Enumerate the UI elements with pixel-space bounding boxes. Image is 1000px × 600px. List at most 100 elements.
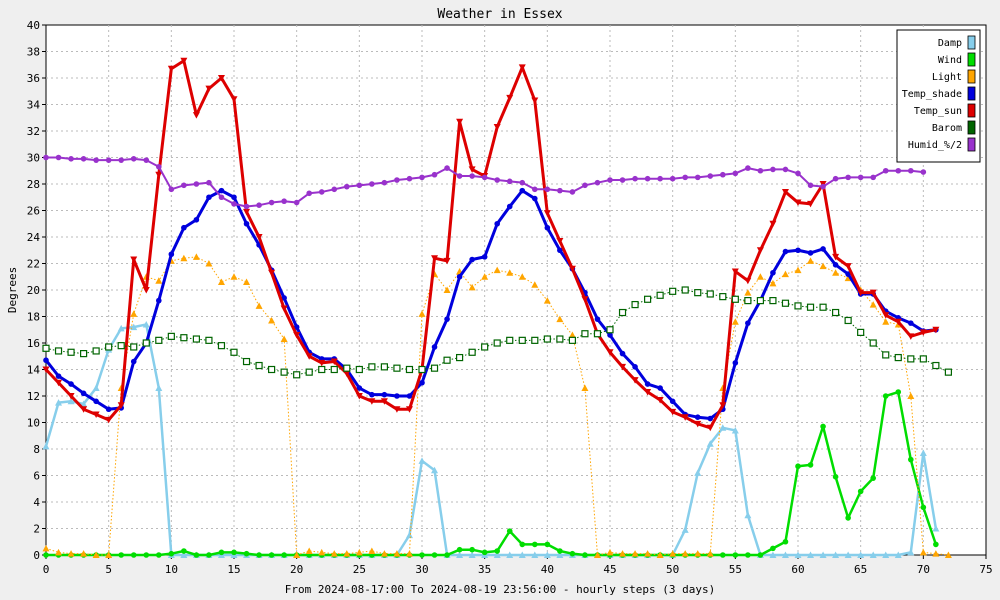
- data-point: [919, 329, 927, 336]
- data-point: [493, 339, 501, 347]
- data-point: [908, 456, 914, 463]
- data-point: [607, 177, 613, 183]
- data-point: [80, 550, 88, 557]
- y-tick-label: 2: [33, 523, 40, 536]
- data-point: [92, 347, 100, 355]
- data-point: [156, 163, 162, 170]
- data-point: [756, 297, 765, 305]
- data-point: [706, 550, 714, 557]
- data-point: [369, 391, 375, 398]
- y-tick-label: 14: [27, 364, 41, 377]
- data-point: [380, 550, 388, 557]
- data-point: [393, 406, 401, 413]
- y-tick-label: 30: [27, 152, 40, 165]
- x-tick-label: 55: [729, 563, 742, 576]
- data-point: [807, 182, 814, 189]
- data-point: [782, 248, 789, 255]
- data-point: [618, 308, 627, 317]
- data-point: [444, 165, 450, 171]
- y-tick-label: 26: [27, 205, 40, 218]
- data-point: [907, 355, 915, 363]
- data-point: [356, 385, 363, 391]
- data-point: [632, 175, 638, 182]
- data-point: [919, 548, 927, 556]
- data-point: [882, 318, 890, 325]
- data-point: [531, 281, 539, 288]
- data-point: [669, 550, 677, 557]
- data-point: [607, 332, 613, 338]
- data-point: [306, 190, 313, 197]
- data-point: [180, 334, 188, 342]
- data-point: [130, 552, 137, 558]
- data-point: [806, 303, 815, 311]
- x-tick-label: 40: [541, 563, 554, 576]
- data-point: [518, 64, 526, 71]
- data-point: [418, 310, 426, 317]
- data-point: [118, 552, 124, 558]
- data-point: [681, 414, 689, 421]
- data-point: [770, 269, 776, 276]
- data-point: [268, 269, 276, 277]
- data-point: [105, 416, 113, 424]
- data-point: [745, 552, 751, 558]
- x-tick-label: 75: [979, 563, 992, 576]
- data-point: [494, 548, 501, 554]
- data-point: [807, 200, 815, 208]
- data-point: [380, 398, 388, 405]
- data-point: [669, 398, 676, 405]
- data-point: [293, 324, 300, 330]
- y-tick-label: 40: [27, 19, 40, 32]
- data-point: [519, 187, 526, 194]
- data-point: [882, 393, 889, 399]
- data-point: [293, 371, 301, 379]
- data-point: [719, 424, 727, 431]
- data-point: [644, 550, 652, 557]
- data-point: [795, 247, 801, 254]
- data-point: [456, 353, 464, 362]
- data-point: [230, 273, 238, 280]
- data-point: [168, 251, 175, 258]
- data-point: [568, 331, 576, 339]
- data-point: [694, 420, 702, 428]
- data-point: [745, 320, 751, 326]
- data-point: [156, 297, 162, 304]
- data-point: [556, 551, 564, 558]
- data-point: [532, 195, 538, 202]
- data-point: [80, 156, 87, 162]
- data-point: [469, 546, 475, 553]
- data-point: [543, 297, 551, 304]
- series-group: [42, 57, 953, 558]
- data-point: [606, 548, 614, 556]
- x-tick-label: 60: [791, 563, 804, 576]
- data-point: [493, 551, 501, 558]
- data-point: [469, 256, 475, 263]
- data-point: [293, 551, 301, 558]
- series-temp-sun: [42, 57, 940, 432]
- data-point: [55, 379, 63, 387]
- data-point: [419, 379, 425, 386]
- data-point: [857, 289, 865, 297]
- data-point: [569, 189, 576, 195]
- data-point: [431, 344, 438, 350]
- data-point: [481, 549, 488, 556]
- data-point: [243, 550, 250, 557]
- data-point: [568, 265, 576, 273]
- data-point: [105, 551, 113, 558]
- data-point: [42, 366, 50, 373]
- data-point: [819, 262, 827, 270]
- data-point: [807, 462, 814, 468]
- data-point: [293, 199, 300, 206]
- data-point: [280, 368, 288, 376]
- data-point: [206, 552, 212, 558]
- data-point: [418, 365, 426, 374]
- data-point: [255, 302, 263, 309]
- data-point: [543, 551, 551, 558]
- data-point: [93, 157, 99, 163]
- chart-title: Weather in Essex: [437, 7, 562, 22]
- data-point: [193, 552, 200, 558]
- data-point: [130, 358, 137, 365]
- data-point: [582, 552, 588, 558]
- data-point: [168, 550, 175, 557]
- data-point: [694, 414, 701, 421]
